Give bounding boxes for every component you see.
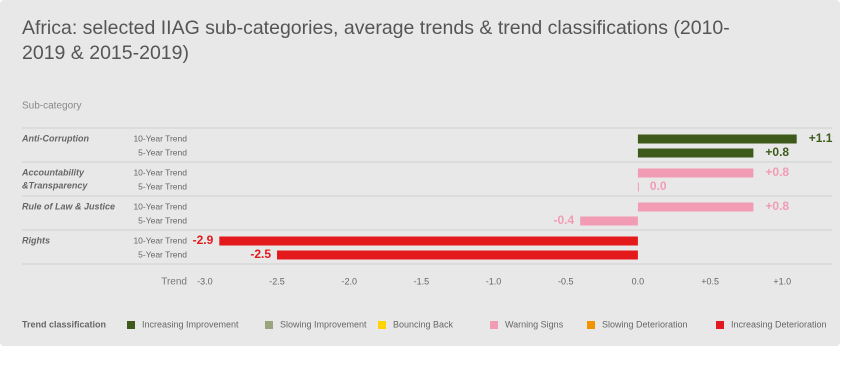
- x-tick-label: -0.5: [558, 276, 574, 286]
- value-label: -2.5: [250, 247, 271, 261]
- chart-title: Africa: selected IIAG sub-categories, av…: [22, 17, 730, 64]
- series-label: 10-Year Trend: [133, 235, 187, 245]
- bar: [637, 202, 754, 212]
- bar: [637, 182, 639, 192]
- legend-label: Slowing Deterioration: [602, 319, 688, 329]
- x-tick-label: -2.0: [341, 276, 357, 286]
- value-label: -0.4: [553, 213, 574, 227]
- legend-title: Trend classification: [22, 319, 106, 329]
- x-tick-label: 0.0: [632, 276, 645, 286]
- x-tick-label: -3.0: [197, 276, 213, 286]
- x-tick-label: -2.5: [269, 276, 285, 286]
- legend-label: Increasing Deterioration: [731, 319, 827, 329]
- value-label: +0.8: [765, 199, 789, 213]
- sub-category-label: Rule of Law & Justice: [22, 201, 115, 211]
- bar: [219, 236, 638, 246]
- sub-category-label: Rights: [22, 235, 50, 245]
- legend-swatch: [490, 321, 498, 329]
- x-tick-label: -1.0: [486, 276, 502, 286]
- x-tick-label: -1.5: [414, 276, 430, 286]
- series-label: 5-Year Trend: [138, 249, 187, 259]
- legend-label: Warning Signs: [505, 319, 564, 329]
- value-label: +0.8: [765, 165, 789, 179]
- value-label: 0.0: [650, 179, 667, 193]
- legend-swatch: [265, 321, 273, 329]
- legend-swatch: [127, 321, 135, 329]
- series-label: 5-Year Trend: [138, 147, 187, 157]
- sub-category-label: Anti-Corruption: [21, 133, 89, 143]
- x-tick-label: +1.0: [773, 276, 791, 286]
- sub-category-label: &Transparency: [22, 180, 88, 190]
- legend-swatch: [378, 321, 386, 329]
- series-label: 10-Year Trend: [133, 167, 187, 177]
- series-label: 10-Year Trend: [133, 133, 187, 143]
- bar: [277, 250, 638, 260]
- series-label: 10-Year Trend: [133, 201, 187, 211]
- bar: [637, 134, 797, 144]
- series-label: 5-Year Trend: [138, 181, 187, 191]
- legend-swatch: [716, 321, 724, 329]
- series-label: 5-Year Trend: [138, 215, 187, 225]
- value-label: +0.8: [765, 145, 789, 159]
- bar: [580, 216, 638, 226]
- legend-label: Increasing Improvement: [142, 319, 239, 329]
- value-label: +1.1: [809, 131, 833, 145]
- legend-label: Slowing Improvement: [280, 319, 367, 329]
- legend-label: Bouncing Back: [393, 319, 454, 329]
- bar: [637, 168, 754, 178]
- sub-category-label: Accountability: [21, 167, 85, 177]
- legend-swatch: [587, 321, 595, 329]
- x-tick-label: +0.5: [701, 276, 719, 286]
- x-axis-title: Trend: [161, 277, 187, 288]
- category-axis-title: Sub-category: [22, 101, 81, 112]
- value-label: -2.9: [193, 233, 214, 247]
- bar: [637, 148, 754, 158]
